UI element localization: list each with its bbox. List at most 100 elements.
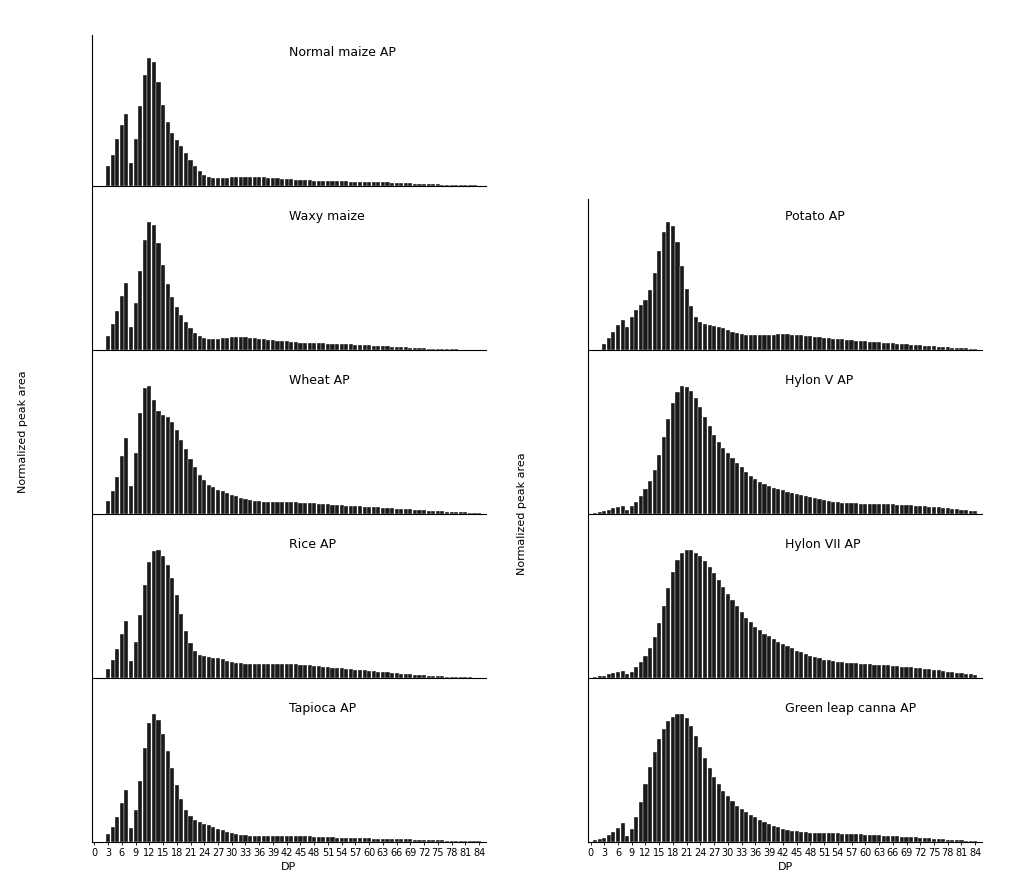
Bar <box>230 662 234 678</box>
Bar <box>817 500 821 514</box>
Bar <box>836 503 840 514</box>
Bar <box>849 503 853 514</box>
Bar <box>836 662 840 678</box>
Bar <box>427 511 431 514</box>
Bar <box>445 511 449 514</box>
Bar <box>317 837 321 842</box>
Bar <box>376 838 381 842</box>
Bar <box>376 672 381 678</box>
Bar <box>721 790 725 842</box>
Bar <box>134 453 138 514</box>
Bar <box>973 674 977 678</box>
Bar <box>909 838 914 842</box>
Bar <box>671 716 675 842</box>
Bar <box>790 493 794 514</box>
Bar <box>188 816 192 842</box>
Bar <box>110 155 115 186</box>
Bar <box>125 621 129 678</box>
Bar <box>836 833 840 842</box>
Bar <box>817 833 821 842</box>
Bar <box>216 658 220 678</box>
Bar <box>161 734 165 842</box>
Bar <box>335 668 340 678</box>
Bar <box>454 512 458 514</box>
Bar <box>120 125 124 186</box>
Bar <box>399 839 403 842</box>
Bar <box>909 667 914 678</box>
Bar <box>708 426 712 514</box>
Bar <box>923 346 927 350</box>
Bar <box>404 347 408 350</box>
Bar <box>271 340 275 350</box>
Bar <box>157 242 161 350</box>
Bar <box>175 595 179 678</box>
Bar <box>216 829 220 842</box>
Bar <box>445 676 449 678</box>
Bar <box>308 343 312 350</box>
Bar <box>694 552 698 678</box>
Bar <box>671 226 675 350</box>
Bar <box>349 506 353 514</box>
Bar <box>225 832 229 842</box>
Bar <box>335 181 340 186</box>
Bar <box>680 715 684 842</box>
Bar <box>147 387 151 514</box>
Bar <box>808 656 812 678</box>
Bar <box>321 343 325 350</box>
Bar <box>840 503 844 514</box>
Bar <box>767 486 771 514</box>
Bar <box>858 341 862 350</box>
Bar <box>326 504 330 514</box>
Bar <box>744 813 748 842</box>
Bar <box>607 339 611 350</box>
Bar <box>266 339 270 350</box>
Bar <box>612 832 616 842</box>
Bar <box>212 339 216 350</box>
Bar <box>138 781 142 842</box>
Bar <box>106 336 110 350</box>
Bar <box>786 492 790 514</box>
Bar <box>941 671 945 678</box>
Bar <box>849 340 853 350</box>
Bar <box>413 510 417 514</box>
Bar <box>422 675 427 678</box>
Bar <box>299 836 303 842</box>
Bar <box>353 838 357 842</box>
Bar <box>207 339 211 350</box>
Bar <box>703 758 707 842</box>
Bar <box>740 809 744 842</box>
Bar <box>909 345 914 350</box>
Bar <box>726 330 730 350</box>
Bar <box>408 510 412 514</box>
Bar <box>703 417 707 514</box>
Bar <box>308 837 312 842</box>
Bar <box>193 167 197 186</box>
Bar <box>197 475 202 514</box>
Bar <box>184 810 188 842</box>
Bar <box>900 344 904 350</box>
Bar <box>454 185 458 186</box>
Bar <box>284 664 288 678</box>
Bar <box>873 504 877 514</box>
Bar <box>271 178 275 186</box>
Bar <box>440 840 444 842</box>
Bar <box>290 664 294 678</box>
Bar <box>110 324 115 350</box>
Bar <box>735 607 740 678</box>
Bar <box>257 177 261 186</box>
Bar <box>607 836 611 842</box>
Bar <box>284 836 288 842</box>
Bar <box>923 669 927 678</box>
Bar <box>964 674 968 678</box>
Bar <box>854 834 858 842</box>
Bar <box>621 320 625 350</box>
Bar <box>349 838 353 842</box>
Bar <box>280 664 284 678</box>
Bar <box>381 183 385 186</box>
Bar <box>216 178 220 186</box>
Bar <box>638 802 642 842</box>
Bar <box>666 223 670 350</box>
Bar <box>603 675 607 678</box>
Bar <box>630 829 634 842</box>
Bar <box>762 822 766 842</box>
